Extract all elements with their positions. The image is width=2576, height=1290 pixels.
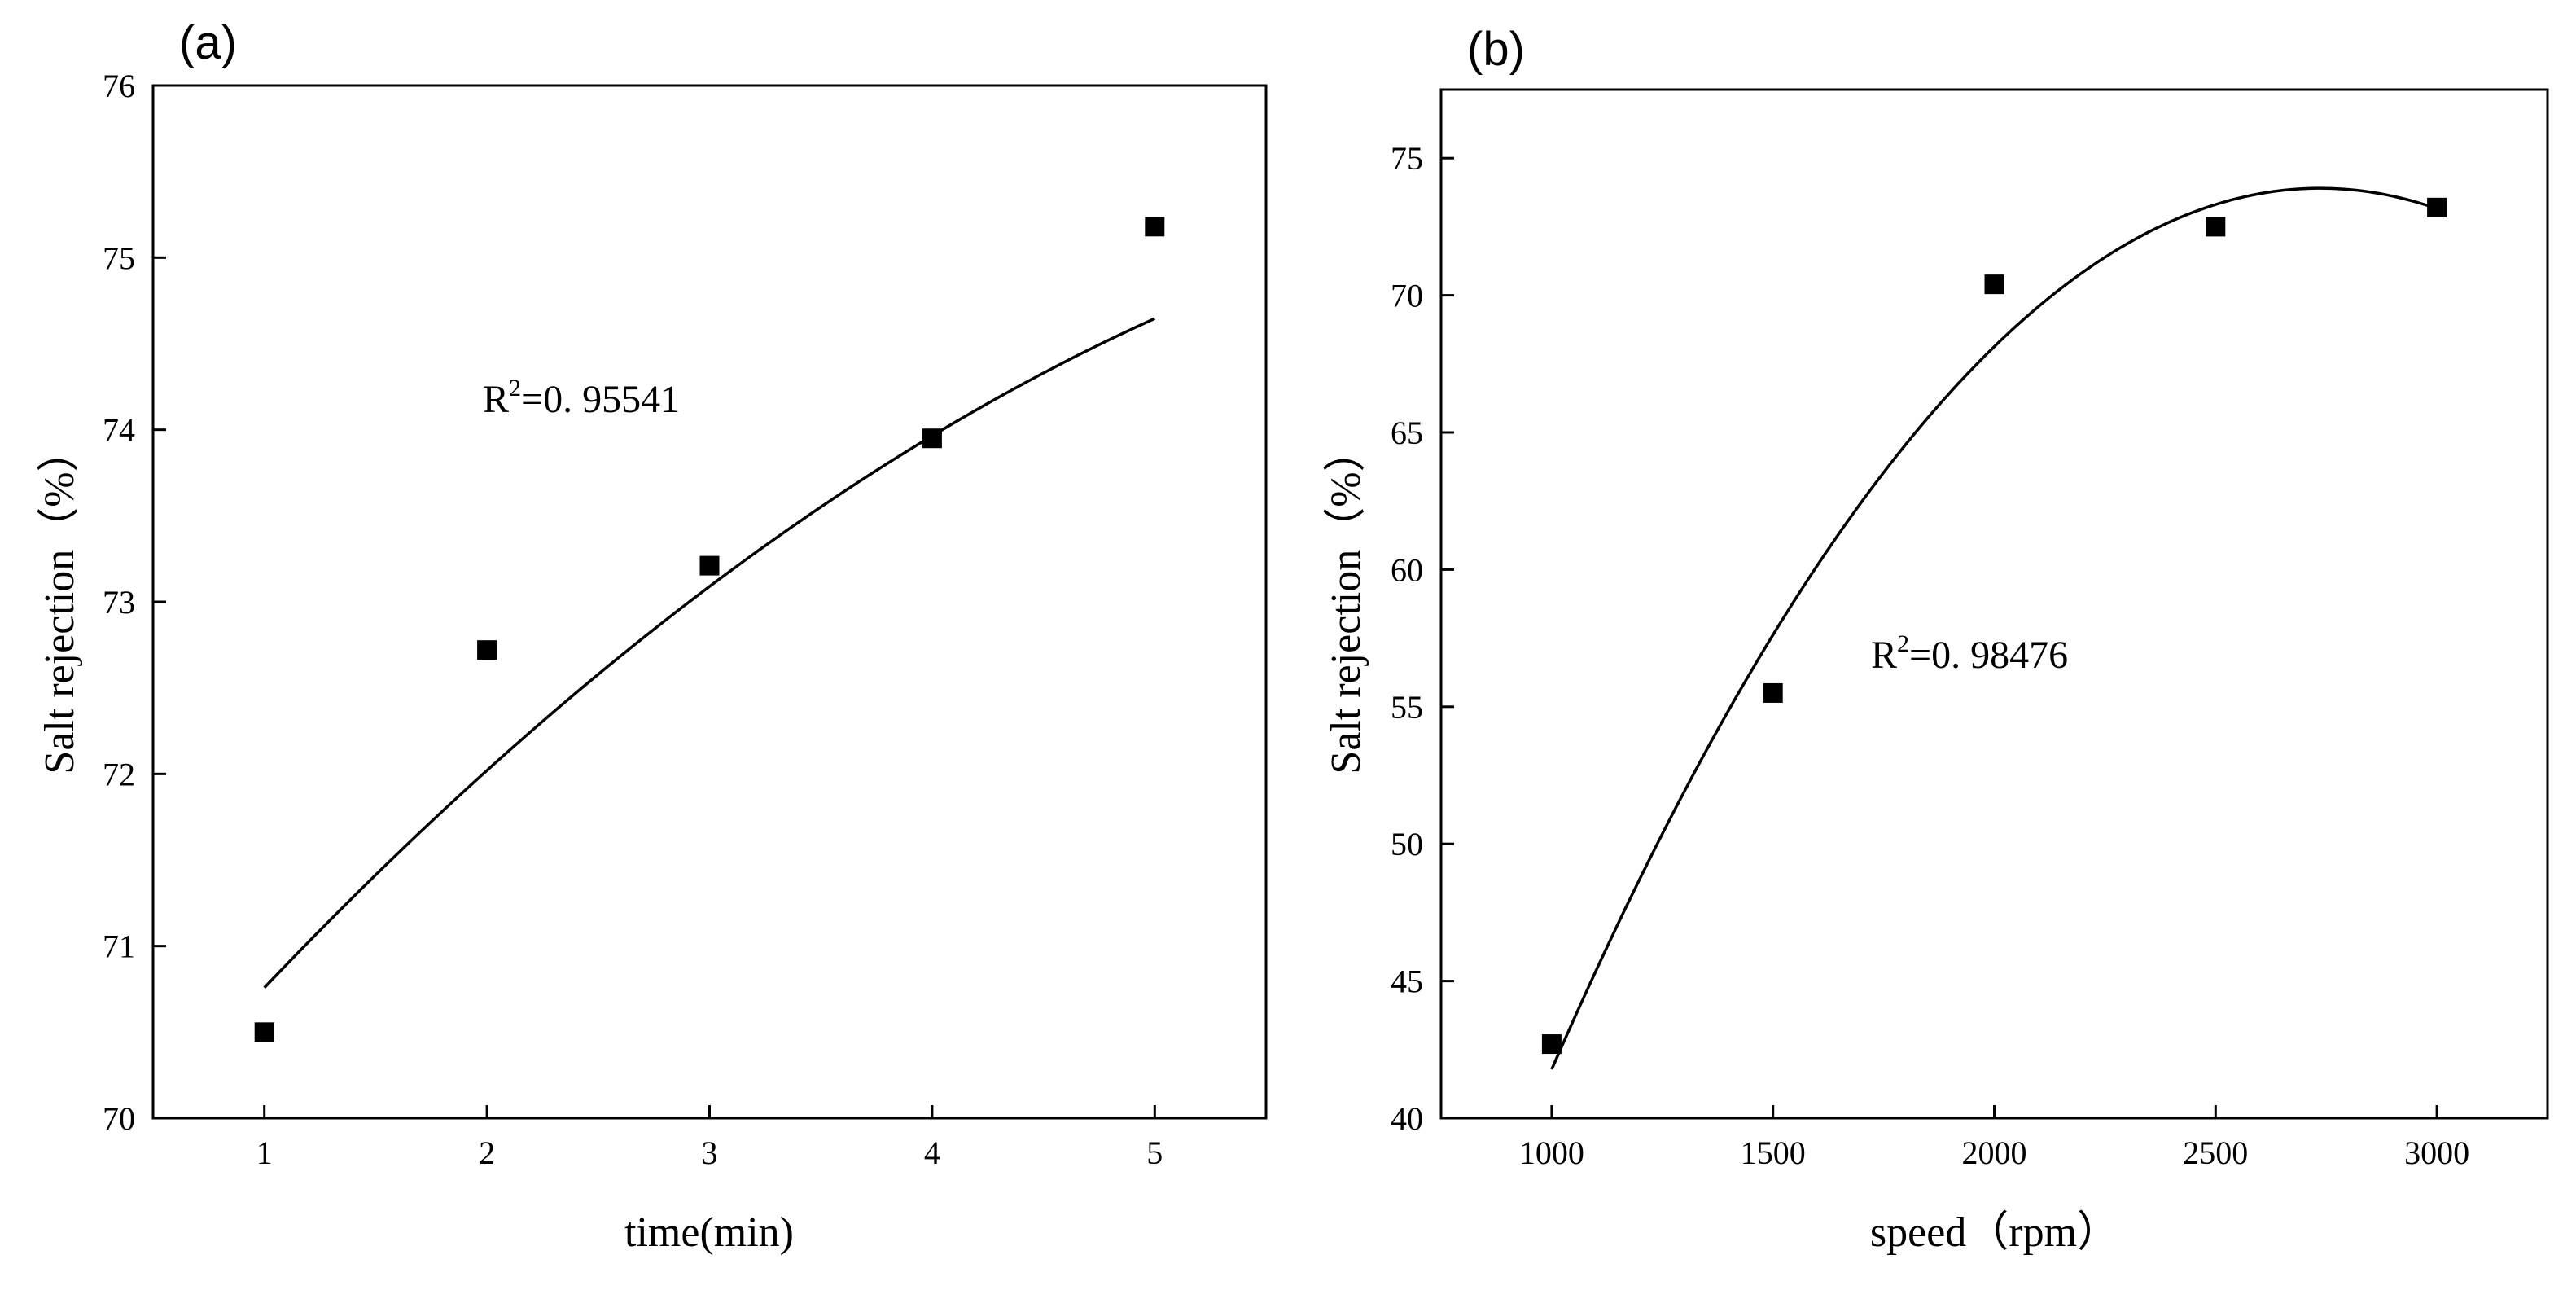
y-tick-label-b-2: 50: [1391, 826, 1423, 862]
y-tick-label-a-1: 71: [103, 928, 135, 965]
r-squared-sup-a: 2: [509, 375, 521, 401]
data-point-a-4: [1145, 217, 1165, 237]
r-squared-annotation-a: R2=0. 95541: [483, 375, 680, 421]
y-tick-label-b-6: 70: [1391, 278, 1423, 314]
x-axis-title-b: speed（rpm）: [1870, 1209, 2119, 1256]
x-tick-label-a-3: 4: [924, 1134, 940, 1171]
panel-a: (a) time(min) Salt rejection（%） 1 2 3 4 5 70 7…: [37, 16, 1268, 1256]
panel-label-b: (b): [1467, 23, 1525, 76]
y-tick-label-a-3: 73: [103, 584, 135, 621]
x-tick-label-b-3: 2500: [2183, 1134, 2248, 1171]
x-axis-title-a: time(min): [624, 1209, 794, 1256]
r-squared-base-b: R: [1871, 634, 1897, 677]
y-tick-label-b-5: 65: [1391, 415, 1423, 451]
fit-curve-a: [263, 317, 1156, 989]
y-tick-label-a-6: 76: [103, 68, 135, 104]
axis-ticks-b: 1000 1500 2000 2500 3000 40 45 50 55 60 65 70 75: [1391, 140, 2469, 1171]
r-squared-value-a: =0. 95541: [521, 378, 680, 421]
y-tick-label-a-0: 70: [103, 1100, 135, 1137]
y-tick-label-b-3: 55: [1391, 689, 1423, 726]
y-tick-label-b-4: 60: [1391, 551, 1423, 588]
data-point-b-3: [2206, 217, 2226, 237]
x-tick-label-a-4: 5: [1146, 1134, 1163, 1171]
data-point-a-3: [922, 428, 942, 449]
y-tick-label-b-1: 45: [1391, 963, 1423, 1000]
data-point-b-0: [1541, 1034, 1562, 1055]
axis-ticks-a: 1 2 3 4 5 70 71 72 73 74 75 76: [103, 68, 1163, 1171]
y-tick-label-b-0: 40: [1391, 1100, 1423, 1137]
data-point-b-2: [1984, 274, 2004, 295]
data-point-b-4: [2427, 197, 2447, 217]
fit-curve-b: [1550, 186, 2438, 1070]
r-squared-value-b: =0. 98476: [1909, 634, 2068, 677]
x-tick-label-a-0: 1: [256, 1134, 273, 1171]
plot-frame-a: [151, 84, 1268, 1120]
x-tick-label-b-1: 1500: [1741, 1134, 1806, 1171]
y-axis-title-b: Salt rejection（%）: [1323, 429, 1369, 774]
plot-frame-b: [1439, 88, 2549, 1120]
x-tick-label-a-2: 3: [702, 1134, 718, 1171]
r-squared-annotation-b: R2=0. 98476: [1871, 630, 2068, 677]
y-tick-label-b-7: 75: [1391, 140, 1423, 177]
y-tick-label-a-2: 72: [103, 756, 135, 792]
data-point-a-1: [477, 640, 497, 660]
y-tick-label-a-5: 75: [103, 239, 135, 276]
panel-label-a: (a): [179, 16, 237, 69]
panel-b: (b) speed（rpm） Salt rejection（%） 1000 150…: [1323, 23, 2549, 1256]
data-point-a-2: [699, 555, 720, 576]
y-axis-title-a: Salt rejection（%）: [37, 429, 83, 774]
x-tick-label-b-2: 2000: [1962, 1134, 2027, 1171]
data-point-a-0: [254, 1022, 274, 1042]
x-tick-label-a-1: 2: [479, 1134, 495, 1171]
data-points-a: [254, 217, 1165, 1042]
data-points-b: [1541, 197, 2447, 1055]
data-point-b-1: [1763, 682, 1783, 703]
y-tick-label-a-4: 74: [103, 412, 135, 449]
x-tick-label-b-4: 3000: [2404, 1134, 2469, 1171]
x-tick-label-b-0: 1000: [1519, 1134, 1584, 1171]
r-squared-sup-b: 2: [1897, 630, 1909, 657]
r-squared-base-a: R: [483, 378, 509, 421]
